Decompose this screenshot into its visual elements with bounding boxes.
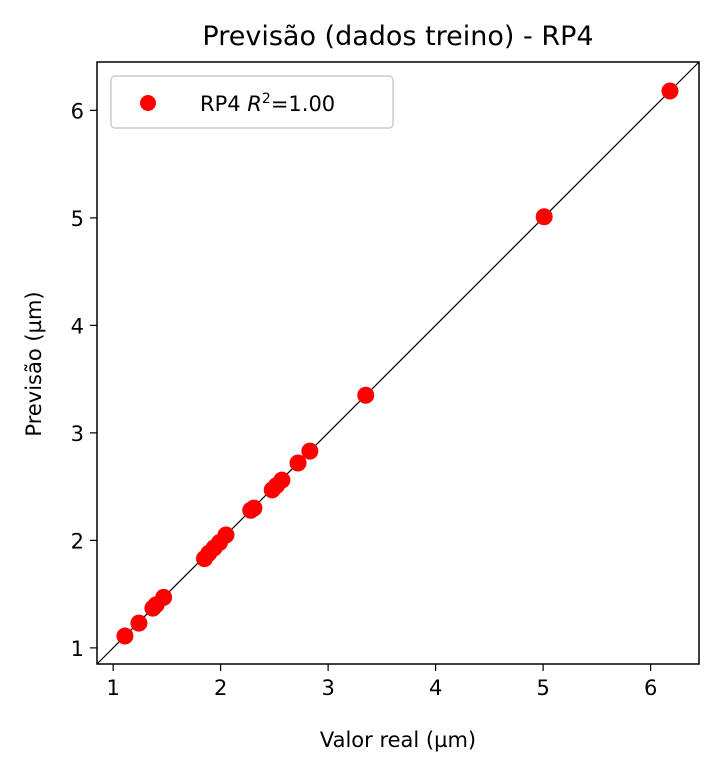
- data-point: [289, 454, 307, 472]
- legend-marker: [140, 95, 156, 111]
- y-tick-label: 2: [71, 529, 84, 553]
- y-tick-label: 1: [71, 637, 84, 661]
- x-tick-label: 6: [644, 676, 657, 700]
- data-point: [661, 82, 679, 100]
- x-tick-label: 4: [429, 676, 442, 700]
- y-tick-label: 5: [71, 207, 84, 231]
- legend-label: RP4 R2=1.00: [200, 91, 335, 116]
- plot-frame: [96, 61, 700, 665]
- x-axis-label: Valor real (µm): [320, 728, 476, 752]
- y-tick-label: 3: [71, 422, 84, 446]
- x-tick-label: 2: [214, 676, 227, 700]
- legend-box: [110, 75, 394, 129]
- data-point: [301, 442, 319, 460]
- y-axis-label: Previsão (µm): [22, 291, 46, 436]
- data-point: [535, 208, 553, 226]
- data-point: [217, 526, 235, 544]
- legend-label-suffix: =1.00: [271, 92, 335, 116]
- identity-line: [96, 61, 700, 665]
- chart-title: Previsão (dados treino) - RP4: [202, 21, 593, 52]
- data-point: [130, 614, 148, 632]
- legend: RP4 R2=1.00: [110, 75, 394, 129]
- y-tick-label: 4: [71, 314, 84, 338]
- legend-label-var: R: [247, 92, 262, 116]
- data-point: [245, 499, 263, 517]
- data-point: [273, 471, 291, 489]
- legend-label-sup: 2: [262, 91, 271, 107]
- x-tick-label: 3: [321, 676, 334, 700]
- legend-label-prefix: RP4: [200, 92, 247, 116]
- x-tick-label: 5: [536, 676, 549, 700]
- x-tick-label: 1: [106, 676, 119, 700]
- data-point: [357, 386, 375, 404]
- data-point: [116, 627, 134, 645]
- data-point: [155, 588, 173, 606]
- y-tick-label: 6: [71, 99, 84, 123]
